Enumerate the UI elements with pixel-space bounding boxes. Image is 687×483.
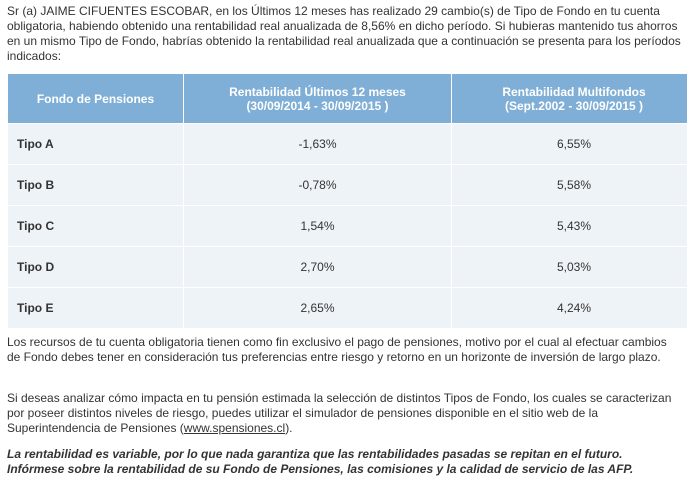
table-row: Tipo E 2,65% 4,24% xyxy=(7,287,687,329)
obligatory-account-paragraph: Los recursos de tu cuenta obligatoria ti… xyxy=(7,335,667,364)
header-multifondos: Rentabilidad Multifondos (Sept.2002 - 30… xyxy=(451,74,687,124)
fund-name: Tipo D xyxy=(7,246,184,288)
header-multi-period: (Sept.2002 - 30/09/2015 ) xyxy=(504,98,644,113)
table-header-row: Fondo de Pensiones Rentabilidad Últimos … xyxy=(7,74,687,124)
table-row: Tipo B -0,78% 5,58% xyxy=(7,164,687,206)
spensiones-link[interactable]: www.spensiones.cl xyxy=(183,421,286,435)
multi-value: 5,03% xyxy=(451,246,687,288)
multi-value: 6,55% xyxy=(451,123,687,165)
header-fund: Fondo de Pensiones xyxy=(7,74,184,124)
table-row: Tipo D 2,70% 5,03% xyxy=(7,246,687,288)
header-last12-title: Rentabilidad Últimos 12 meses xyxy=(229,84,406,99)
fund-name: Tipo A xyxy=(7,123,184,165)
header-last12-period: (30/09/2014 - 30/09/2015 ) xyxy=(246,98,389,113)
simulator-paragraph: Si deseas analizar cómo impacta en tu pe… xyxy=(7,391,683,436)
header-multi-title: Rentabilidad Multifondos xyxy=(502,84,646,99)
last12-value: 2,70% xyxy=(183,246,452,288)
fund-name: Tipo C xyxy=(7,205,184,247)
last12-value: 1,54% xyxy=(183,205,452,247)
table-row: Tipo A -1,63% 6,55% xyxy=(7,123,687,165)
disclaimer-text: La rentabilidad es variable, por lo que … xyxy=(7,447,634,476)
simulator-text: Si deseas analizar cómo impacta en tu pe… xyxy=(7,391,672,435)
multi-value: 5,58% xyxy=(451,164,687,206)
header-fund-label: Fondo de Pensiones xyxy=(36,91,155,106)
last12-value: -0,78% xyxy=(183,164,452,206)
header-last12: Rentabilidad Últimos 12 meses (30/09/201… xyxy=(183,74,452,124)
table-row: Tipo C 1,54% 5,43% xyxy=(7,205,687,247)
simulator-text-end: ). xyxy=(285,421,293,435)
intro-text: Sr (a) JAIME CIFUENTES ESCOBAR, en los Ú… xyxy=(7,4,681,63)
multi-value: 5,43% xyxy=(451,205,687,247)
last12-value: -1,63% xyxy=(183,123,452,165)
last12-value: 2,65% xyxy=(183,287,452,329)
fund-name: Tipo E xyxy=(7,287,184,329)
returns-table: Fondo de Pensiones Rentabilidad Últimos … xyxy=(7,74,687,329)
fund-name: Tipo B xyxy=(7,164,184,206)
multi-value: 4,24% xyxy=(451,287,687,329)
